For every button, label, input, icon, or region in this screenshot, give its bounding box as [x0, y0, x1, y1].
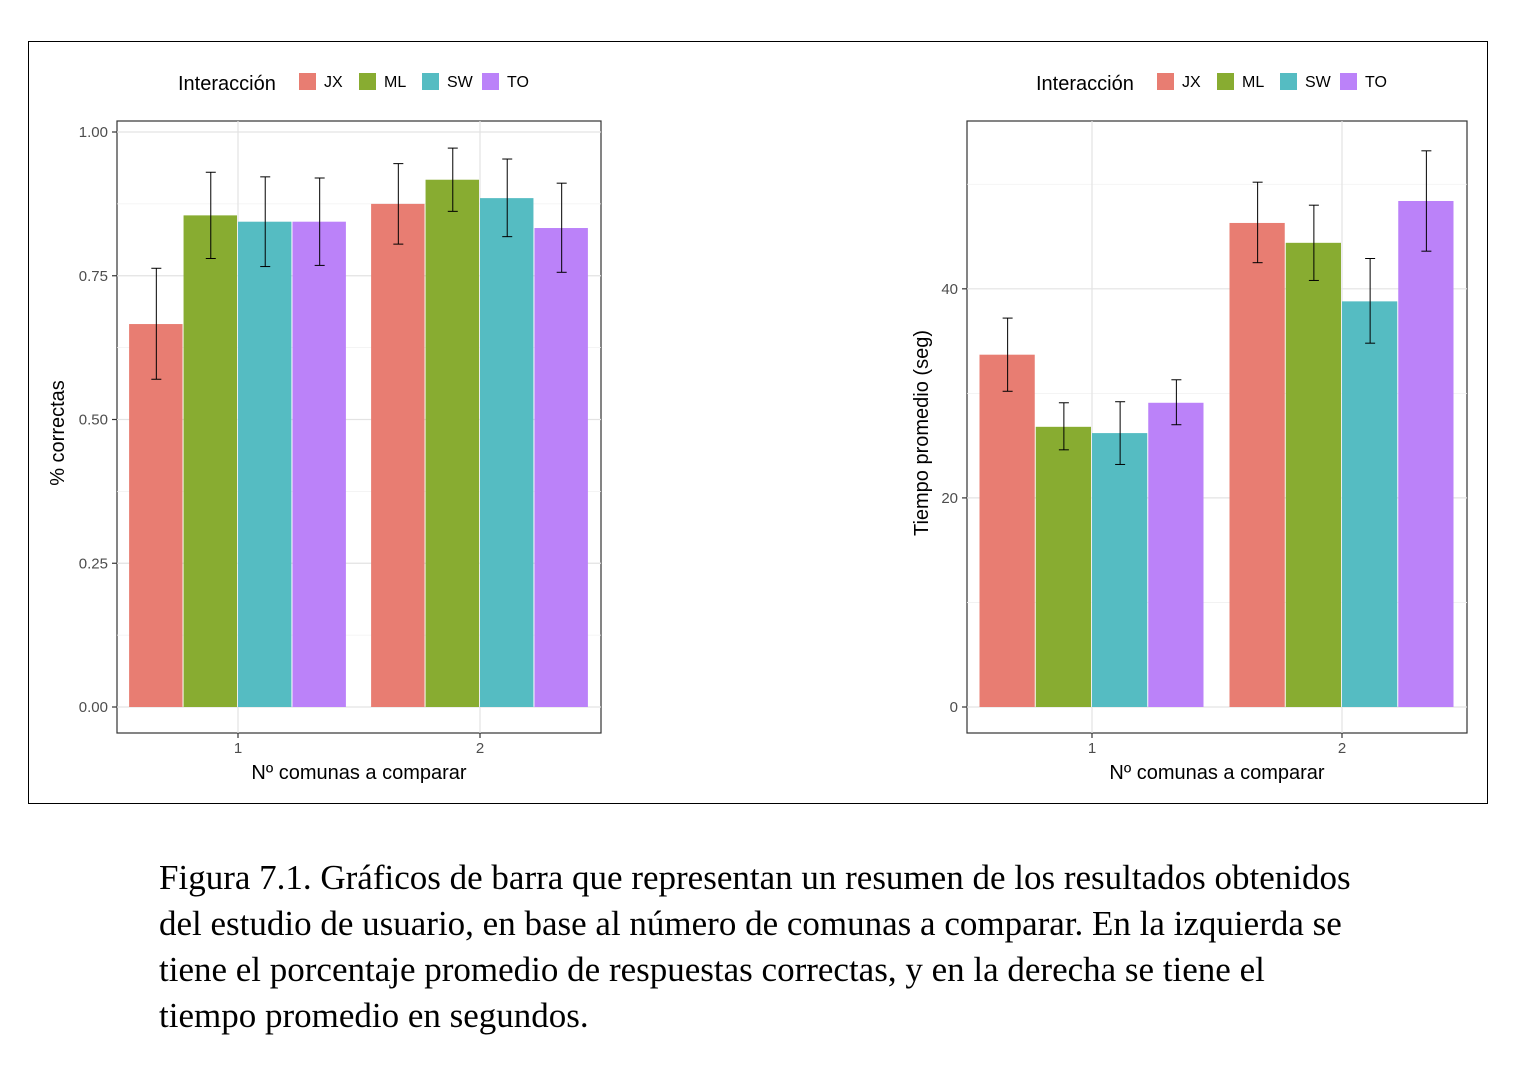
legend-swatch-ml — [359, 73, 376, 90]
y-tick-label: 0.50 — [79, 412, 108, 429]
y-tick-label: 20 — [941, 490, 958, 507]
y-tick-label: 1.00 — [79, 124, 108, 141]
figure-charts: 0.00 0.25 0.50 0.75 1.00 1 2 Nº comunas a compa… — [47, 73, 1468, 784]
y-tick-label: 40 — [941, 281, 958, 298]
legend-swatch-sw — [422, 73, 439, 90]
legend-swatch-jx — [299, 73, 316, 90]
bar-ml-1 — [183, 215, 237, 707]
bar-sw-1 — [238, 221, 292, 707]
y-tick-label: 0.00 — [79, 699, 108, 716]
x-axis-title: Nº comunas a comparar — [251, 762, 467, 784]
bar-ml-2 — [425, 179, 479, 708]
legend-swatch-jx — [1157, 73, 1174, 90]
bar-to-1 — [292, 221, 346, 707]
legend-title: Interacción — [1036, 73, 1134, 95]
x-tick-label: 2 — [476, 740, 484, 757]
bar-to-2 — [534, 228, 588, 707]
legend-label-to: TO — [507, 74, 529, 91]
bar-sw-2 — [480, 198, 534, 707]
x-tick-label: 1 — [1088, 740, 1096, 757]
legend-label-jx: JX — [1182, 74, 1201, 91]
y-tick-label: 0 — [950, 699, 958, 716]
chart-2: 0 20 40 1 2 Nº comunas a comparar Tiempo prome… — [911, 73, 1468, 784]
legend-label-ml: ML — [1242, 74, 1264, 91]
y-tick-label: 0.75 — [79, 268, 108, 285]
chart-1: 0.00 0.25 0.50 0.75 1.00 1 2 Nº comunas a compa… — [47, 73, 602, 784]
x-tick-label: 1 — [234, 740, 242, 757]
bar-jx-2 — [371, 203, 425, 707]
bar-jx-1 — [129, 324, 183, 707]
legend-title: Interacción — [178, 73, 276, 95]
bar-sw-1 — [1092, 433, 1148, 707]
y-axis-title: % correctas — [47, 380, 69, 486]
legend-swatch-to — [482, 73, 499, 90]
legend: Interacción JX ML SW TO — [1036, 73, 1387, 95]
legend-label-jx: JX — [324, 74, 343, 91]
legend-swatch-to — [1340, 73, 1357, 90]
bar-ml-1 — [1035, 426, 1091, 707]
bar-sw-2 — [1342, 301, 1398, 707]
legend-swatch-ml — [1217, 73, 1234, 90]
x-tick-label: 2 — [1338, 740, 1346, 757]
legend: Interacción JX ML SW TO — [178, 73, 529, 95]
legend-swatch-sw — [1280, 73, 1297, 90]
legend-label-to: TO — [1365, 74, 1387, 91]
bar-to-1 — [1148, 402, 1204, 707]
legend-label-sw: SW — [1305, 74, 1332, 91]
bar-jx-2 — [1229, 222, 1285, 708]
legend-label-sw: SW — [447, 74, 474, 91]
y-tick-label: 0.25 — [79, 555, 108, 572]
y-axis-title: Tiempo promedio (seg) — [911, 330, 933, 536]
bar-ml-2 — [1285, 242, 1341, 707]
bar-jx-1 — [979, 354, 1035, 707]
bar-to-2 — [1398, 201, 1454, 707]
figure-caption: Figura 7.1. Gráficos de barra que repres… — [159, 858, 1351, 1035]
x-axis-title: Nº comunas a comparar — [1109, 762, 1325, 784]
legend-label-ml: ML — [384, 74, 406, 91]
